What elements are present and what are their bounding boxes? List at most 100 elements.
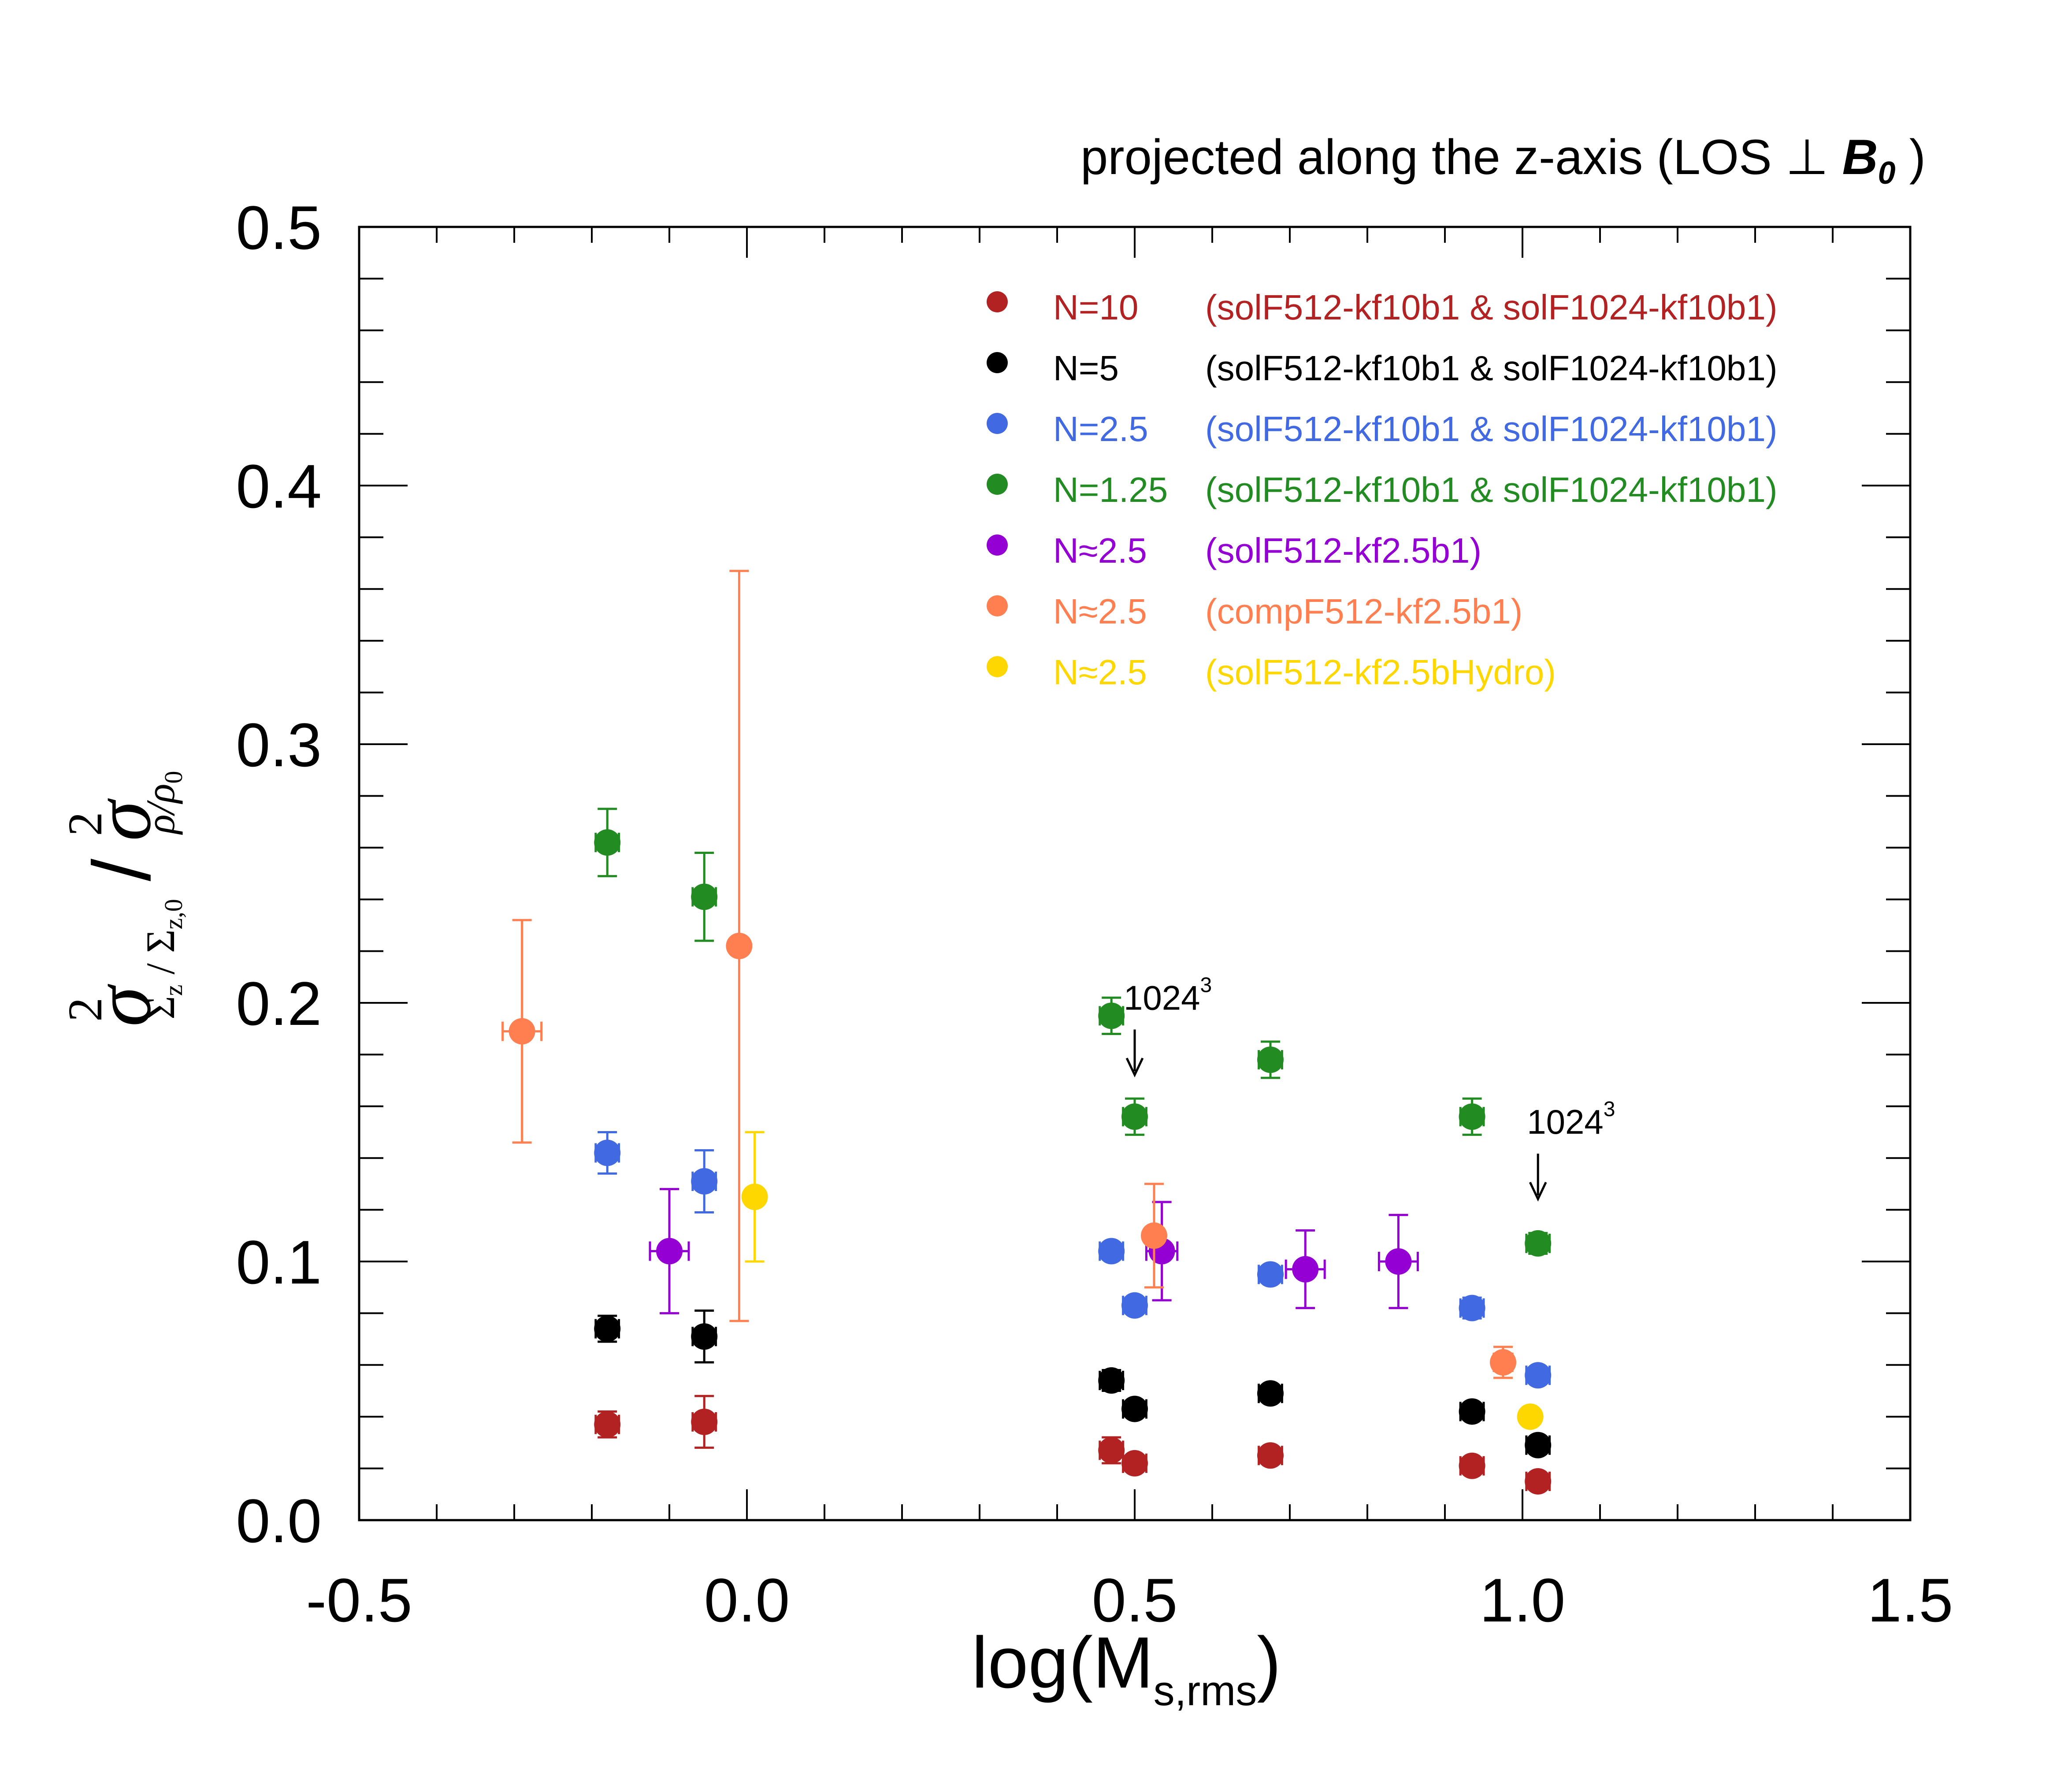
data-point [1257, 1261, 1284, 1288]
data-point [726, 932, 753, 959]
data-point [1490, 1349, 1516, 1376]
legend-marker [987, 534, 1008, 556]
axes: -0.5 0.0 0.5 1.0 1.5 0.0 0.1 0.2 0.3 0.4 0.5 [236, 193, 1953, 1635]
chart-title-bold: B [1842, 130, 1878, 185]
y-label-slash: / [77, 858, 167, 881]
x-tick-label: 0.5 [1092, 1566, 1178, 1635]
legend: N=10 (solF512-kf10b1 & solF1024-kf10b1) N=… [987, 288, 1777, 692]
x-tick-label: -0.5 [306, 1566, 412, 1635]
data-point [741, 1184, 768, 1210]
data-point [1385, 1248, 1412, 1275]
series-0 [594, 1395, 1552, 1495]
legend-marker [987, 656, 1008, 677]
series-3 [594, 808, 1552, 1257]
series-5 [501, 570, 1516, 1379]
y-axis-label: σ2 Σz / Σz,0/σ2 ρ/ρ0 [58, 771, 188, 1027]
annotation-label: 10243 [1527, 1098, 1615, 1141]
legend-label: N=2.5 [1053, 409, 1148, 449]
annotation-label: 10243 [1124, 973, 1212, 1017]
data-point [1098, 1002, 1125, 1029]
y-label-sub1d: z,0 [159, 899, 188, 929]
data-point [594, 1411, 621, 1438]
data-point [1098, 1238, 1125, 1265]
series-6 [741, 1131, 1544, 1430]
y-label-sub1: Σ [138, 996, 183, 1020]
series-4 [649, 1188, 1419, 1314]
annotation-sup: 3 [1604, 1098, 1615, 1121]
x-axis-label: log(Ms,rms) [972, 1622, 1281, 1714]
legend-marker [987, 474, 1008, 495]
y-label-sub2: ρ/ρ [138, 784, 183, 835]
x-label-main: log(M [972, 1622, 1154, 1703]
data-point [594, 1315, 621, 1342]
data-point [594, 1139, 621, 1166]
annotation-arrowhead [1529, 1182, 1547, 1202]
y-tick-label: 0.2 [236, 969, 322, 1038]
data-point [1459, 1452, 1485, 1479]
y-label-sigma1: σ [78, 983, 168, 1027]
legend-marker [987, 595, 1008, 616]
data-point [594, 829, 621, 856]
annotation-sup: 3 [1200, 973, 1212, 997]
data-point [1098, 1367, 1125, 1394]
legend-label: N≈2.5 [1053, 531, 1147, 570]
data-point [1459, 1398, 1485, 1425]
legend-desc: (compF512-kf2.5b1) [1205, 592, 1522, 631]
series-1 [594, 1310, 1552, 1458]
legend-desc: (solF512-kf2.5bHydro) [1205, 653, 1556, 692]
annotation-text: 1024 [1527, 1102, 1604, 1141]
legend-marker [987, 291, 1008, 312]
legend-desc: (solF512-kf10b1 & solF1024-kf10b1) [1205, 288, 1777, 327]
chart-title-text: projected along the z-axis (LOS ⊥ [1080, 130, 1842, 185]
x-tick-label: 1.5 [1868, 1566, 1953, 1635]
y-tick-label: 0.4 [236, 452, 322, 521]
data-point [1459, 1295, 1485, 1321]
y-label-sub1b: z [159, 984, 188, 996]
data-point [1292, 1256, 1319, 1283]
data-point [656, 1238, 683, 1265]
data-point [1459, 1103, 1485, 1130]
data-point [1121, 1450, 1148, 1477]
data-point [1121, 1395, 1148, 1422]
legend-label: N≈2.5 [1053, 592, 1147, 631]
x-tick-label: 0.0 [704, 1566, 790, 1635]
y-label-sub2b: 0 [159, 771, 188, 784]
data-point [1257, 1380, 1284, 1407]
data-point [1141, 1222, 1167, 1249]
data-point [691, 1408, 718, 1435]
y-tick-label: 0.5 [236, 193, 322, 262]
y-tick-label: 0.0 [236, 1486, 322, 1555]
legend-desc: (solF512-kf2.5b1) [1205, 531, 1481, 570]
legend-label: N=1.25 [1053, 470, 1168, 509]
legend-label: N=10 [1053, 288, 1138, 327]
data-point [1257, 1046, 1284, 1073]
y-label-sub1c: / Σ [138, 929, 183, 984]
chart-title-sub: 0 [1878, 156, 1896, 191]
legend-label: N=5 [1053, 349, 1119, 388]
legend-marker [987, 413, 1008, 434]
series-2 [594, 1131, 1552, 1389]
y-tick-label: 0.3 [236, 710, 322, 779]
legend-desc: (solF512-kf10b1 & solF1024-kf10b1) [1205, 470, 1777, 509]
data-marks [501, 570, 1552, 1495]
y-label-sup1: 2 [58, 998, 112, 1022]
data-point [1525, 1362, 1552, 1389]
chart-title-close: ) [1896, 130, 1926, 185]
y-tick-label: 0.1 [236, 1228, 322, 1297]
data-point [691, 1323, 718, 1350]
legend-desc: (solF512-kf10b1 & solF1024-kf10b1) [1205, 409, 1777, 449]
data-point [1098, 1437, 1125, 1464]
data-point [1257, 1442, 1284, 1469]
annotation-arrowhead [1125, 1057, 1144, 1078]
legend-desc: (solF512-kf10b1 & solF1024-kf10b1) [1205, 349, 1777, 388]
data-point [691, 883, 718, 910]
y-label-sup2: 2 [58, 812, 112, 836]
chart-title: projected along the z-axis (LOS ⊥ B0 ) [1080, 130, 1926, 191]
data-point [1121, 1103, 1148, 1130]
data-point [1525, 1468, 1552, 1495]
data-point [509, 1018, 535, 1045]
x-label-close: ) [1257, 1622, 1281, 1703]
